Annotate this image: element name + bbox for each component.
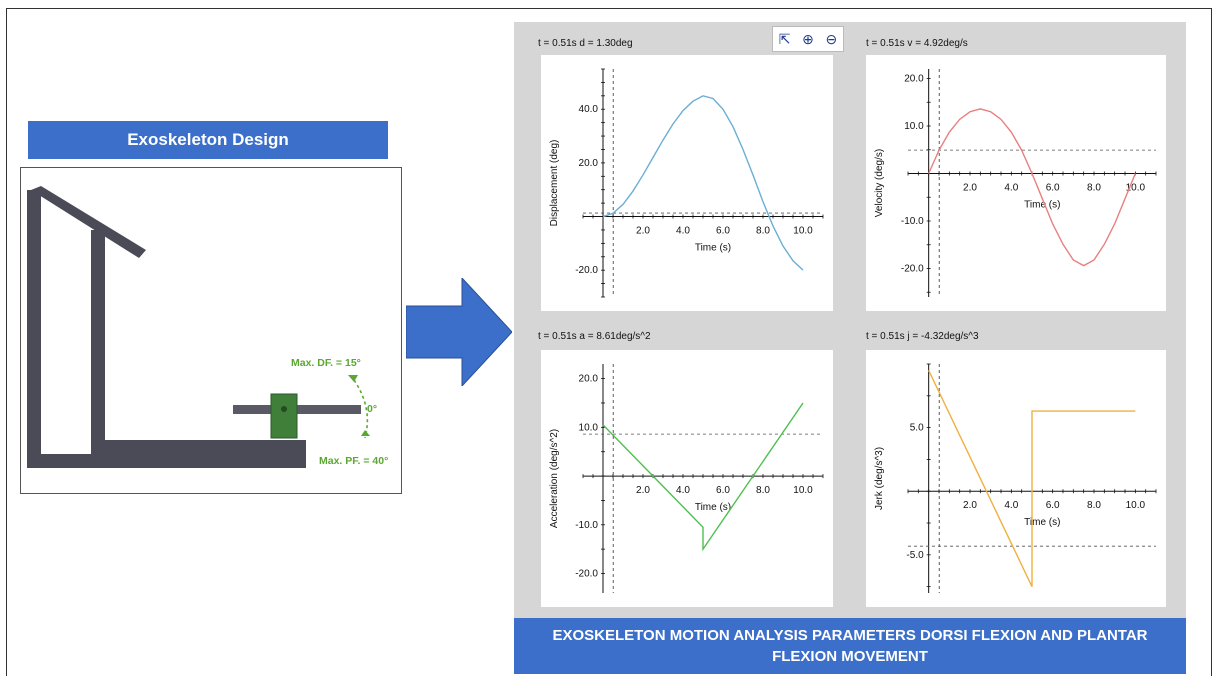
zoom-in-icon[interactable]: ⊕ [802,30,814,47]
flow-arrow-icon [406,278,512,386]
joint-pivot [281,406,287,412]
top-diagonal-bar [31,186,146,258]
plot-toolbar: ⇱ ⊕ ⊖ [772,26,844,52]
y-tick-label: -20.0 [901,264,924,275]
acceleration-plot[interactable]: 2.0 4.0 6.0 8.0 10.0 20.0 10.0 -10.0 -20.0 Time (… [541,350,833,607]
outer-frame [6,8,1212,676]
zoom-out-icon[interactable]: ⊖ [825,30,838,47]
x-tick-label: 6.0 [716,226,730,237]
x-tick-label: 10.0 [793,226,813,237]
max-pf-label: Max. PF. = 40° [319,455,388,467]
design-title-text: Exoskeleton Design [127,130,289,149]
jerk-status: t = 0.51s j = -4.32deg/s^3 [866,331,979,342]
df-arrow-icon [348,375,358,382]
motion-analysis-banner: EXOSKELETON MOTION ANALYSIS PARAMETERS D… [514,618,1186,674]
x-tick-label: 6.0 [1046,183,1060,194]
max-df-label: Max. DF. = 15° [291,357,361,369]
x-tick-label: 8.0 [756,226,770,237]
design-title: Exoskeleton Design [28,121,388,159]
y-tick-label: 5.0 [910,423,924,434]
x-tick-label: 8.0 [1087,500,1101,511]
x-tick-label: 2.0 [963,500,977,511]
jerk-chart: 2.0 4.0 6.0 8.0 10.0 5.0 -5.0 Time (s) Jerk (deg… [874,363,1157,593]
x-axis-label: Time (s) [1024,200,1060,211]
displacement-chart: 2.0 4.0 6.0 8.0 10.0 40.0 20.0 -20.0 Time (s) Dis… [549,68,824,298]
zero-angle-label: 0° [367,403,377,415]
banner-line-2: FLEXION MOVEMENT [772,648,928,665]
x-tick-label: 4.0 [676,485,690,496]
y-tick-label: 20.0 [904,74,924,85]
y-tick-label: -10.0 [901,216,924,227]
x-tick-label: 2.0 [636,485,650,496]
x-tick-label: 2.0 [963,183,977,194]
exoskeleton-drawing: Max. DF. = 15° 0° Max. PF. = 40° [20,167,402,494]
base-bar-left [27,454,97,468]
rear-upright [27,190,41,462]
y-tick-label: 10.0 [579,422,599,433]
y-tick-label: 10.0 [904,121,924,132]
y-axis-label: Velocity (deg/s) [874,149,885,217]
x-tick-label: 4.0 [676,226,690,237]
y-tick-label: -20.0 [575,569,598,580]
y-tick-label: -10.0 [575,520,598,531]
y-axis-label: Acceleration (deg/s^2) [549,429,560,528]
y-tick-label: 20.0 [579,158,599,169]
acceleration-status: t = 0.51s a = 8.61deg/s^2 [538,331,651,342]
x-tick-label: 8.0 [1087,183,1101,194]
series-line-0 [928,370,1136,587]
x-tick-label: 10.0 [1126,183,1146,194]
series-line-0 [928,108,1136,267]
velocity-chart: 2.0 4.0 6.0 8.0 10.0 20.0 10.0 -10.0 -20.0 Time (… [874,69,1157,297]
x-tick-label: 10.0 [793,485,813,496]
jerk-plot[interactable]: 2.0 4.0 6.0 8.0 10.0 5.0 -5.0 Time (s) Jerk (deg… [866,350,1166,607]
x-tick-label: 4.0 [1004,500,1018,511]
x-tick-label: 6.0 [716,485,730,496]
x-axis-label: Time (s) [695,502,731,513]
banner-line-1: EXOSKELETON MOTION ANALYSIS PARAMETERS D… [552,627,1148,644]
x-tick-label: 10.0 [1126,500,1146,511]
acceleration-chart: 2.0 4.0 6.0 8.0 10.0 20.0 10.0 -10.0 -20.0 Time (… [549,364,824,593]
y-tick-label: -5.0 [906,550,924,561]
pf-arrow-icon [361,430,370,436]
y-axis-label: Displacement (deg) [549,140,560,227]
cursor-icon[interactable]: ⇱ [778,30,791,47]
front-upright [91,230,105,462]
ankle-joint-block [270,393,298,439]
foot-platform [91,440,306,468]
y-tick-label: 20.0 [579,374,599,385]
x-axis-label: Time (s) [695,243,731,254]
displacement-plot[interactable]: 2.0 4.0 6.0 8.0 10.0 40.0 20.0 -20.0 Time (s) Dis… [541,55,833,311]
x-axis-label: Time (s) [1024,517,1060,528]
x-tick-label: 4.0 [1004,183,1018,194]
y-tick-label: -20.0 [575,265,598,276]
y-axis-label: Jerk (deg/s^3) [874,447,885,510]
series-line-0 [602,402,804,552]
x-tick-label: 2.0 [636,226,650,237]
velocity-plot[interactable]: 2.0 4.0 6.0 8.0 10.0 20.0 10.0 -10.0 -20.0 Time (… [866,55,1166,311]
x-tick-label: 6.0 [1046,500,1060,511]
y-tick-label: 40.0 [579,104,599,115]
series-line-0 [602,95,804,271]
x-tick-label: 8.0 [756,485,770,496]
velocity-status: t = 0.51s v = 4.92deg/s [866,38,968,49]
exoskeleton-figure: Max. DF. = 15° 0° Max. PF. = 40° [27,186,388,468]
displacement-status: t = 0.51s d = 1.30deg [538,38,633,49]
